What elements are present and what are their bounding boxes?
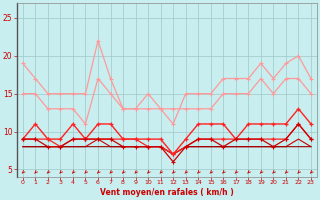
X-axis label: Vent moyen/en rafales ( km/h ): Vent moyen/en rafales ( km/h ) <box>100 188 234 197</box>
